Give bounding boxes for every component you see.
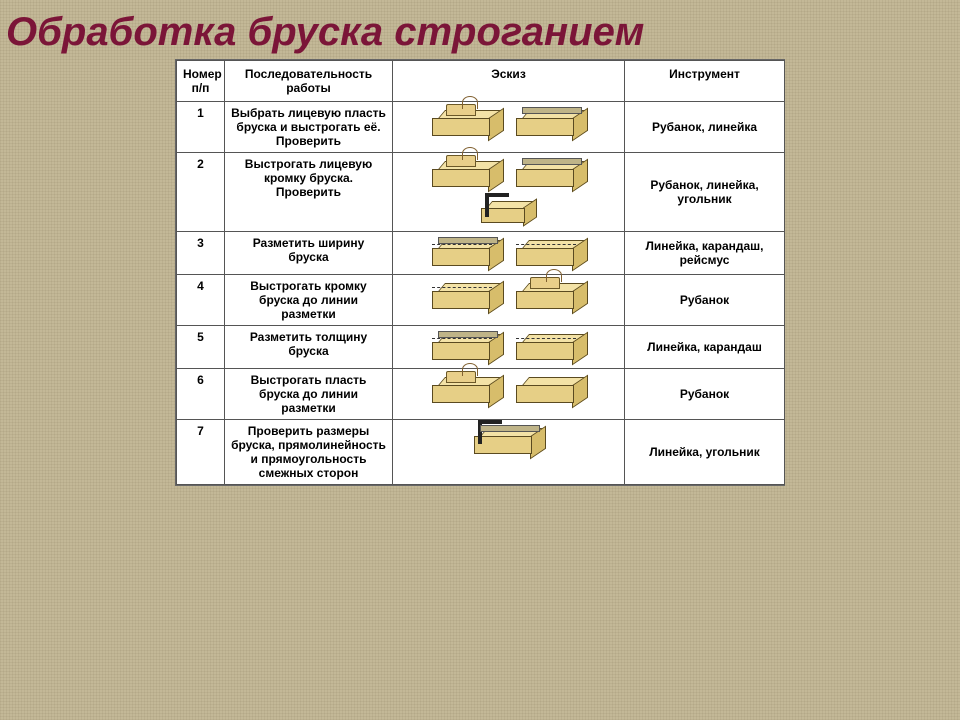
table-row: 5Разметить толщину бруска Линейка, каранд… <box>177 326 785 369</box>
table-row: 4Выстрогать кромку бруска до линии разме… <box>177 275 785 326</box>
row-instrument: Рубанок <box>625 275 785 326</box>
row-instrument: Рубанок <box>625 369 785 420</box>
row-instrument: Линейка, угольник <box>625 420 785 485</box>
wood-block-icon <box>516 110 586 136</box>
mark-icon <box>516 338 576 339</box>
row-sketch <box>393 153 625 232</box>
hand-icon <box>462 363 478 376</box>
row-sketch <box>393 102 625 153</box>
sketch-cell <box>395 157 622 227</box>
table-header-row: Номер п/п Последовательность работы Эски… <box>177 61 785 102</box>
wood-block-icon <box>516 240 586 266</box>
wood-block-icon <box>474 428 544 454</box>
row-procedure: Разметить толщину бруска <box>225 326 393 369</box>
wood-block-icon <box>432 161 502 187</box>
hand-icon <box>462 96 478 109</box>
table-row: 7Проверить размеры бруска, прямолинейнос… <box>177 420 785 485</box>
row-procedure: Проверить размеры бруска, прямолинейност… <box>225 420 393 485</box>
mark-icon <box>432 287 492 288</box>
instruction-sheet: Номер п/п Последовательность работы Эски… <box>175 59 785 486</box>
mark-icon <box>432 338 492 339</box>
row-procedure: Разметить ширину бруска <box>225 232 393 275</box>
hand-icon <box>546 269 562 282</box>
row-number: 3 <box>177 232 225 275</box>
ruler-icon <box>522 107 582 114</box>
wood-block-icon <box>481 201 537 223</box>
wood-block-icon <box>516 161 586 187</box>
row-instrument: Рубанок, линейка, угольник <box>625 153 785 232</box>
row-sketch <box>393 275 625 326</box>
ruler-icon <box>480 425 540 432</box>
row-number: 4 <box>177 275 225 326</box>
row-procedure: Выстрогать пласть бруска до линии размет… <box>225 369 393 420</box>
sketch-cell <box>395 279 622 313</box>
ruler-icon <box>522 158 582 165</box>
row-sketch <box>393 326 625 369</box>
square-icon <box>478 420 502 444</box>
row-sketch <box>393 232 625 275</box>
mark-icon <box>432 244 492 245</box>
row-instrument: Линейка, карандаш <box>625 326 785 369</box>
col-instrument: Инструмент <box>625 61 785 102</box>
sketch-cell <box>395 424 622 458</box>
row-sketch <box>393 420 625 485</box>
process-table: Номер п/п Последовательность работы Эски… <box>176 60 785 485</box>
row-number: 1 <box>177 102 225 153</box>
row-number: 6 <box>177 369 225 420</box>
wood-block-icon <box>432 110 502 136</box>
row-instrument: Линейка, карандаш, рейсмус <box>625 232 785 275</box>
table-row: 1Выбрать лицевую пласть бруска и выстрог… <box>177 102 785 153</box>
col-number: Номер п/п <box>177 61 225 102</box>
sketch-cell <box>395 373 622 407</box>
row-procedure: Выстрогать кромку бруска до линии размет… <box>225 275 393 326</box>
sketch-cell <box>395 330 622 364</box>
row-instrument: Рубанок, линейка <box>625 102 785 153</box>
wood-block-icon <box>516 283 586 309</box>
mark-icon <box>516 244 576 245</box>
page-title: Обработка бруска строганием <box>0 2 960 59</box>
wood-block-icon <box>432 377 502 403</box>
square-icon <box>485 193 509 217</box>
wood-block-icon <box>516 377 586 403</box>
table-row: 2Выстрогать лицевую кромку бруска. Прове… <box>177 153 785 232</box>
row-procedure: Выстрогать лицевую кромку бруска. Провер… <box>225 153 393 232</box>
hand-icon <box>462 147 478 160</box>
ruler-icon <box>438 331 498 338</box>
wood-block-icon <box>432 240 502 266</box>
row-sketch <box>393 369 625 420</box>
wood-block-icon <box>432 283 502 309</box>
col-sketch: Эскиз <box>393 61 625 102</box>
col-procedure: Последовательность работы <box>225 61 393 102</box>
row-number: 2 <box>177 153 225 232</box>
row-procedure: Выбрать лицевую пласть бруска и выстрога… <box>225 102 393 153</box>
row-number: 7 <box>177 420 225 485</box>
row-number: 5 <box>177 326 225 369</box>
slide-canvas: Обработка бруска строганием Номер п/п По… <box>0 0 960 720</box>
wood-block-icon <box>516 334 586 360</box>
wood-block-icon <box>432 334 502 360</box>
table-row: 3Разметить ширину бруска Линейка, каранда… <box>177 232 785 275</box>
table-row: 6Выстрогать пласть бруска до линии разме… <box>177 369 785 420</box>
sketch-cell <box>395 106 622 140</box>
sketch-cell <box>395 236 622 270</box>
ruler-icon <box>438 237 498 244</box>
